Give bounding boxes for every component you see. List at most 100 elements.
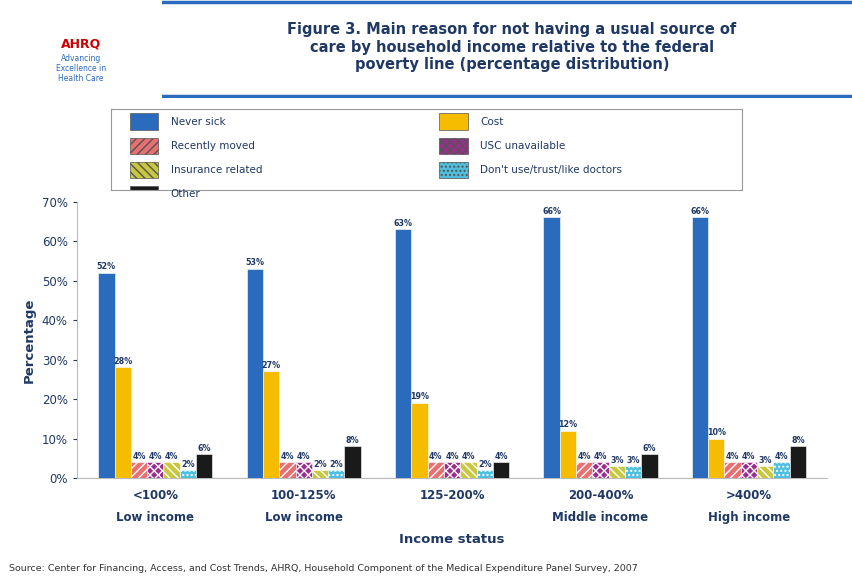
Text: 4%: 4% bbox=[774, 452, 787, 461]
Bar bbox=[641, 454, 657, 478]
Bar bbox=[492, 463, 509, 478]
Bar bbox=[543, 217, 559, 478]
Bar bbox=[196, 454, 212, 478]
Text: 4%: 4% bbox=[280, 452, 294, 461]
Bar bbox=[740, 463, 757, 478]
Text: Cost: Cost bbox=[480, 116, 503, 127]
Text: Source: Center for Financing, Access, and Cost Trends, AHRQ, Household Component: Source: Center for Financing, Access, an… bbox=[9, 564, 636, 573]
Bar bbox=[98, 272, 114, 478]
Text: <100%: <100% bbox=[132, 489, 178, 502]
Text: 2%: 2% bbox=[181, 460, 194, 469]
Text: 4%: 4% bbox=[164, 452, 178, 461]
Bar bbox=[180, 470, 196, 478]
Bar bbox=[427, 463, 443, 478]
Bar bbox=[773, 463, 789, 478]
Bar bbox=[130, 113, 158, 130]
Text: 3%: 3% bbox=[625, 456, 639, 465]
Text: 27%: 27% bbox=[262, 361, 280, 370]
Y-axis label: Percentage: Percentage bbox=[23, 297, 36, 382]
Bar bbox=[559, 431, 575, 478]
Text: Insurance related: Insurance related bbox=[170, 165, 262, 175]
Text: 66%: 66% bbox=[542, 207, 561, 216]
Text: 4%: 4% bbox=[132, 452, 146, 461]
Bar bbox=[130, 138, 158, 154]
Text: 2%: 2% bbox=[477, 460, 491, 469]
Text: 4%: 4% bbox=[148, 452, 162, 461]
Bar bbox=[608, 466, 625, 478]
Text: AHRQ: AHRQ bbox=[60, 37, 101, 51]
Bar bbox=[0, 0, 162, 98]
Bar bbox=[279, 463, 295, 478]
Bar bbox=[789, 446, 805, 478]
Text: Advancing
Excellence in
Health Care: Advancing Excellence in Health Care bbox=[56, 54, 106, 84]
Text: 19%: 19% bbox=[410, 392, 429, 401]
X-axis label: Income status: Income status bbox=[399, 533, 504, 546]
Bar bbox=[344, 446, 360, 478]
Text: 4%: 4% bbox=[577, 452, 590, 461]
Bar bbox=[130, 186, 158, 202]
Text: 6%: 6% bbox=[642, 444, 655, 453]
Bar bbox=[312, 470, 328, 478]
Bar bbox=[757, 466, 773, 478]
Text: 125-200%: 125-200% bbox=[419, 489, 484, 502]
Bar bbox=[164, 463, 180, 478]
Text: Never sick: Never sick bbox=[170, 116, 225, 127]
Text: Other: Other bbox=[170, 189, 200, 199]
Text: Figure 3. Main reason for not having a usual source of
care by household income : Figure 3. Main reason for not having a u… bbox=[287, 22, 735, 72]
Text: High income: High income bbox=[707, 511, 789, 524]
Bar bbox=[130, 463, 147, 478]
Bar bbox=[439, 138, 467, 154]
Text: 8%: 8% bbox=[345, 436, 359, 445]
Bar bbox=[723, 463, 740, 478]
Bar bbox=[262, 372, 279, 478]
Text: 12%: 12% bbox=[558, 420, 577, 429]
Text: 3%: 3% bbox=[609, 456, 623, 465]
Text: >400%: >400% bbox=[725, 489, 771, 502]
Bar bbox=[439, 162, 467, 178]
Text: 4%: 4% bbox=[296, 452, 310, 461]
Text: Recently moved: Recently moved bbox=[170, 141, 255, 151]
Text: 3%: 3% bbox=[757, 456, 771, 465]
Text: 6%: 6% bbox=[197, 444, 210, 453]
Bar bbox=[246, 269, 262, 478]
Text: 2%: 2% bbox=[329, 460, 343, 469]
Bar bbox=[411, 403, 427, 478]
Bar bbox=[460, 463, 476, 478]
Bar bbox=[707, 438, 723, 478]
Text: 28%: 28% bbox=[113, 357, 132, 366]
Text: 53%: 53% bbox=[245, 258, 264, 267]
Bar bbox=[114, 367, 130, 478]
Text: 63%: 63% bbox=[394, 219, 412, 228]
Text: 52%: 52% bbox=[96, 262, 116, 271]
Bar bbox=[394, 229, 411, 478]
Bar bbox=[691, 217, 707, 478]
Bar bbox=[439, 113, 467, 130]
Text: 4%: 4% bbox=[593, 452, 607, 461]
Text: 100-125%: 100-125% bbox=[271, 489, 336, 502]
Text: 66%: 66% bbox=[690, 207, 709, 216]
Bar bbox=[130, 162, 158, 178]
Text: 8%: 8% bbox=[790, 436, 803, 445]
Bar bbox=[476, 470, 492, 478]
Text: 4%: 4% bbox=[493, 452, 507, 461]
Text: 4%: 4% bbox=[445, 452, 458, 461]
Text: USC unavailable: USC unavailable bbox=[480, 141, 565, 151]
Text: Don't use/trust/like doctors: Don't use/trust/like doctors bbox=[480, 165, 621, 175]
Bar bbox=[443, 463, 460, 478]
Bar bbox=[295, 463, 312, 478]
Text: 2%: 2% bbox=[313, 460, 326, 469]
Text: 10%: 10% bbox=[706, 428, 725, 437]
Text: 4%: 4% bbox=[429, 452, 442, 461]
Text: 4%: 4% bbox=[741, 452, 755, 461]
Text: Low income: Low income bbox=[264, 511, 343, 524]
Text: Low income: Low income bbox=[116, 511, 194, 524]
Bar bbox=[147, 463, 164, 478]
Bar bbox=[575, 463, 591, 478]
Text: Middle income: Middle income bbox=[552, 511, 648, 524]
Bar bbox=[625, 466, 641, 478]
Bar bbox=[591, 463, 608, 478]
Text: 4%: 4% bbox=[461, 452, 475, 461]
Text: 4%: 4% bbox=[725, 452, 739, 461]
Text: 200-400%: 200-400% bbox=[567, 489, 632, 502]
Bar bbox=[328, 470, 344, 478]
